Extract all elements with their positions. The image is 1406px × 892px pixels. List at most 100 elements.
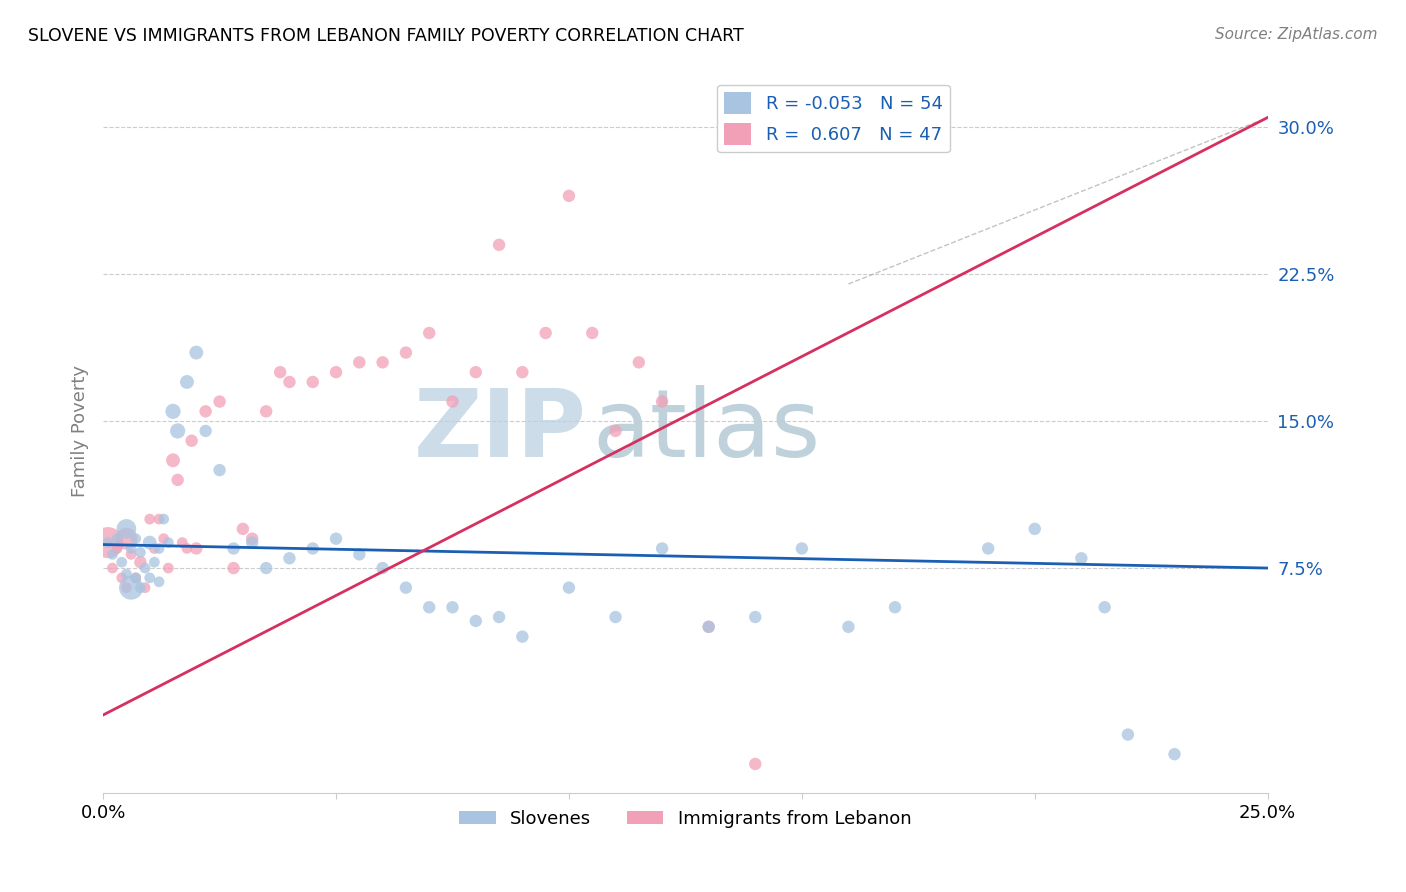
- Point: [418, 600, 440, 615]
- Point: [488, 237, 510, 252]
- Point: [278, 551, 301, 566]
- Point: [120, 547, 142, 561]
- Point: [134, 561, 156, 575]
- Point: [349, 355, 371, 369]
- Y-axis label: Family Poverty: Family Poverty: [72, 365, 89, 497]
- Point: [162, 404, 184, 418]
- Point: [371, 561, 394, 575]
- Point: [651, 541, 673, 556]
- Text: Source: ZipAtlas.com: Source: ZipAtlas.com: [1215, 27, 1378, 42]
- Point: [111, 571, 134, 585]
- Text: SLOVENE VS IMMIGRANTS FROM LEBANON FAMILY POVERTY CORRELATION CHART: SLOVENE VS IMMIGRANTS FROM LEBANON FAMIL…: [28, 27, 744, 45]
- Text: ZIP: ZIP: [413, 385, 586, 477]
- Point: [301, 541, 323, 556]
- Point: [325, 365, 347, 379]
- Point: [186, 541, 208, 556]
- Point: [101, 547, 124, 561]
- Point: [1094, 600, 1116, 615]
- Point: [222, 541, 245, 556]
- Point: [194, 404, 217, 418]
- Point: [395, 581, 418, 595]
- Point: [240, 535, 263, 549]
- Point: [115, 581, 138, 595]
- Point: [143, 541, 166, 556]
- Point: [125, 571, 148, 585]
- Point: [512, 630, 534, 644]
- Point: [744, 756, 766, 771]
- Point: [325, 532, 347, 546]
- Point: [254, 404, 277, 418]
- Point: [301, 375, 323, 389]
- Point: [101, 561, 124, 575]
- Point: [148, 541, 170, 556]
- Point: [581, 326, 603, 340]
- Point: [790, 541, 813, 556]
- Point: [1163, 747, 1185, 761]
- Point: [558, 581, 581, 595]
- Point: [1070, 551, 1092, 566]
- Point: [278, 375, 301, 389]
- Point: [143, 555, 166, 569]
- Point: [138, 535, 160, 549]
- Point: [111, 555, 134, 569]
- Point: [157, 561, 180, 575]
- Text: atlas: atlas: [592, 385, 821, 477]
- Point: [269, 365, 291, 379]
- Point: [180, 434, 202, 448]
- Point: [157, 535, 180, 549]
- Point: [105, 532, 128, 546]
- Legend: Slovenes, Immigrants from Lebanon: Slovenes, Immigrants from Lebanon: [453, 803, 918, 835]
- Point: [148, 512, 170, 526]
- Point: [134, 581, 156, 595]
- Point: [534, 326, 557, 340]
- Point: [605, 610, 627, 624]
- Point: [152, 512, 174, 526]
- Point: [488, 610, 510, 624]
- Point: [176, 375, 198, 389]
- Point: [129, 545, 152, 559]
- Point: [697, 620, 720, 634]
- Point: [97, 535, 120, 549]
- Point: [97, 535, 120, 549]
- Point: [651, 394, 673, 409]
- Point: [222, 561, 245, 575]
- Point: [441, 394, 464, 409]
- Point: [172, 535, 194, 549]
- Point: [129, 555, 152, 569]
- Point: [208, 463, 231, 477]
- Point: [884, 600, 907, 615]
- Point: [418, 326, 440, 340]
- Point: [148, 574, 170, 589]
- Point: [176, 541, 198, 556]
- Point: [395, 345, 418, 359]
- Point: [125, 532, 148, 546]
- Point: [162, 453, 184, 467]
- Point: [129, 581, 152, 595]
- Point: [166, 473, 188, 487]
- Point: [441, 600, 464, 615]
- Point: [627, 355, 650, 369]
- Point: [138, 512, 160, 526]
- Point: [558, 189, 581, 203]
- Point: [254, 561, 277, 575]
- Point: [125, 571, 148, 585]
- Point: [977, 541, 1000, 556]
- Point: [138, 571, 160, 585]
- Point: [837, 620, 859, 634]
- Point: [697, 620, 720, 634]
- Point: [240, 532, 263, 546]
- Point: [115, 522, 138, 536]
- Point: [1024, 522, 1046, 536]
- Point: [232, 522, 254, 536]
- Point: [115, 532, 138, 546]
- Point: [1116, 728, 1139, 742]
- Point: [464, 614, 486, 628]
- Point: [115, 566, 138, 581]
- Point: [605, 424, 627, 438]
- Point: [152, 532, 174, 546]
- Point: [512, 365, 534, 379]
- Point: [464, 365, 486, 379]
- Point: [744, 610, 766, 624]
- Point: [105, 541, 128, 556]
- Point: [166, 424, 188, 438]
